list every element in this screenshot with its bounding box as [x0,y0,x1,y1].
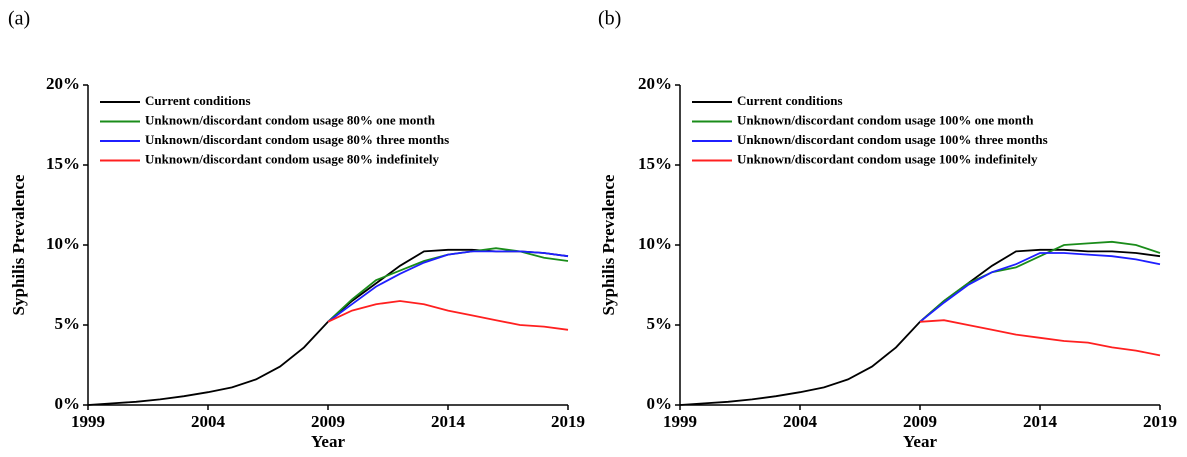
x-axis-label: Year [311,432,345,451]
x-axis-label: Year [903,432,937,451]
series-line [327,250,569,323]
y-tick-label: 15% [638,154,672,173]
y-axis-label: Syphilis Prevalence [9,174,28,315]
legend-label: Unknown/discordant condom usage 100% ind… [737,151,1038,166]
y-tick-label: 0% [647,394,673,413]
y-tick-label: 20% [638,74,672,93]
legend-label: Current conditions [737,93,843,108]
x-tick-label: 1999 [71,412,105,431]
series-line [919,319,1161,357]
x-tick-label: 2014 [431,412,466,431]
x-tick-label: 1999 [663,412,697,431]
legend-label: Unknown/discordant condom usage 80% thre… [145,132,449,147]
x-tick-label: 2019 [1143,412,1177,431]
x-tick-label: 2014 [1023,412,1058,431]
y-tick-label: 20% [46,74,80,93]
series-line [679,248,1161,406]
legend-label: Current conditions [145,93,251,108]
y-tick-label: 15% [46,154,80,173]
panel-label: (a) [8,8,30,30]
series-line [919,240,1161,323]
x-tick-label: 2004 [191,412,226,431]
series-line [919,252,1161,323]
legend-label: Unknown/discordant condom usage 100% thr… [737,132,1048,147]
y-tick-label: 10% [638,234,672,253]
y-tick-label: 5% [647,314,673,333]
panel-label: (b) [598,8,621,30]
y-tick-label: 5% [55,314,81,333]
x-tick-label: 2019 [551,412,585,431]
y-tick-label: 0% [55,394,81,413]
series-line [87,248,569,406]
legend-label: Unknown/discordant condom usage 100% one… [737,112,1034,127]
series-line [327,300,569,331]
x-tick-label: 2004 [783,412,818,431]
legend-label: Unknown/discordant condom usage 80% inde… [145,151,439,166]
x-tick-label: 2009 [903,412,937,431]
legend-label: Unknown/discordant condom usage 80% one … [145,112,436,127]
y-axis-label: Syphilis Prevalence [599,174,618,315]
x-tick-label: 2009 [311,412,345,431]
y-tick-label: 10% [46,234,80,253]
